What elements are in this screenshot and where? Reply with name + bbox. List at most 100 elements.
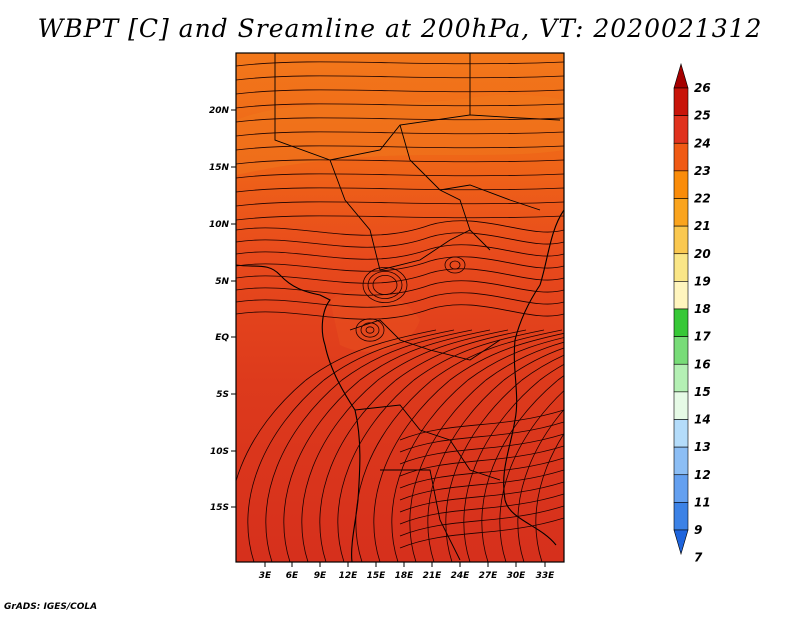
streamline xyxy=(399,445,564,477)
streamline xyxy=(399,493,564,525)
colorbar-box xyxy=(673,336,689,365)
lon-label: 6E xyxy=(286,571,299,581)
colorbar-box xyxy=(673,142,689,172)
colorbar-box xyxy=(673,474,689,503)
colorbar-box xyxy=(673,225,689,255)
streamline xyxy=(236,159,564,165)
streamline xyxy=(517,409,564,562)
circulation-swirl xyxy=(355,318,385,342)
streamline xyxy=(236,220,564,236)
streamline xyxy=(236,103,564,109)
colorbar-label: 24 xyxy=(694,136,711,150)
lat-label: 10N xyxy=(209,220,230,230)
lat-label: 15N xyxy=(209,163,230,173)
streamline xyxy=(236,131,564,137)
streamline xyxy=(463,363,564,562)
colorbar-box xyxy=(673,502,689,531)
coastline-east xyxy=(503,209,564,546)
colorbar-box xyxy=(673,308,689,337)
map-panel xyxy=(235,52,565,563)
colorbar-box xyxy=(673,198,689,227)
colorbar: 26 25 24 23 22 21 20 19 18 17 16 15 14 13 12 11 9 7 xyxy=(673,62,711,565)
streamline xyxy=(399,409,564,441)
streamline xyxy=(236,173,564,179)
colorbar-box xyxy=(673,391,689,420)
streamline xyxy=(236,215,564,221)
colorbar-label: 13 xyxy=(694,440,711,454)
lat-label: 20N xyxy=(209,106,230,116)
colorbar-label: 7 xyxy=(694,551,703,565)
lat-label: 10S xyxy=(210,447,229,457)
streamline xyxy=(236,145,564,151)
streamline xyxy=(399,517,564,549)
colorbar-label: 25 xyxy=(694,109,711,123)
colorbar-label: 9 xyxy=(694,523,702,537)
lat-label: 5S xyxy=(216,390,229,400)
streamline xyxy=(236,89,564,95)
circulation-swirl xyxy=(444,256,466,274)
colorbar-label: 18 xyxy=(694,302,711,316)
lon-label: 30E xyxy=(507,571,527,581)
colorbar-box xyxy=(673,419,689,448)
streamline xyxy=(236,329,437,562)
latitude-axis: 20N 15N 10N 5N EQ 5S 10S 15S xyxy=(209,106,236,513)
lon-label: 3E xyxy=(259,571,272,581)
colorbar-label: 11 xyxy=(694,495,711,509)
streamline xyxy=(409,341,564,562)
circulation-swirl xyxy=(367,270,403,299)
lon-label: 9E xyxy=(314,571,327,581)
country-borders xyxy=(274,53,561,561)
colorbar-label: 22 xyxy=(694,192,711,206)
lon-label: 15E xyxy=(367,571,387,581)
streamline xyxy=(391,336,564,562)
colorbar-label: 15 xyxy=(694,385,711,399)
lon-label: 33E xyxy=(536,571,556,581)
colorbar-box xyxy=(673,170,689,199)
colorbar-label: 14 xyxy=(694,413,711,427)
colorbar-box xyxy=(673,115,689,144)
streamline xyxy=(247,329,455,562)
colorbar-label: 16 xyxy=(694,357,711,371)
streamline xyxy=(236,117,564,123)
circulation-swirl xyxy=(360,322,380,338)
colorbar-label: 12 xyxy=(694,468,711,482)
colorbar-label: 26 xyxy=(694,81,711,95)
colorbar-top-arrow xyxy=(673,62,689,89)
colorbar-label: 21 xyxy=(694,219,711,233)
streamline xyxy=(236,187,564,193)
circulation-swirl xyxy=(365,326,375,334)
lat-label: 15S xyxy=(210,503,229,513)
streamline xyxy=(445,354,564,562)
streamline xyxy=(236,292,564,308)
longitude-axis: 3E 6E 9E 12E 15E 18E 21E 24E 27E 30E 33E xyxy=(259,562,555,581)
lat-label: EQ xyxy=(215,333,229,343)
colorbar-label: 19 xyxy=(694,274,711,288)
lon-label: 27E xyxy=(479,571,499,581)
lon-label: 21E xyxy=(423,571,443,581)
streamline xyxy=(236,232,564,248)
colorbar-label: 17 xyxy=(694,330,711,344)
colorbar-bottom-arrow xyxy=(673,529,689,556)
chart-title: WBPT [C] and Sreamline at 200hPa, VT: 20… xyxy=(37,14,763,43)
lat-label: 5N xyxy=(215,277,229,287)
streamline xyxy=(399,433,564,465)
map-border xyxy=(235,52,565,563)
colorbar-label: 23 xyxy=(694,164,711,178)
streamline xyxy=(301,329,509,562)
colorbar-box xyxy=(673,446,689,476)
streamline xyxy=(236,61,564,67)
streamline xyxy=(481,375,564,562)
circulation-swirl xyxy=(372,274,398,295)
streamline xyxy=(399,421,564,453)
circulation-swirl xyxy=(449,260,461,270)
streamline xyxy=(355,329,563,562)
grads-credit: GrADS: IGES/COLA xyxy=(4,602,98,612)
streamline xyxy=(283,329,491,562)
streamline xyxy=(236,244,564,260)
streamline xyxy=(236,268,564,284)
circulation-swirl xyxy=(362,266,408,303)
colorbar-label: 20 xyxy=(694,247,711,261)
streamline xyxy=(399,481,564,513)
streamline xyxy=(236,304,564,320)
